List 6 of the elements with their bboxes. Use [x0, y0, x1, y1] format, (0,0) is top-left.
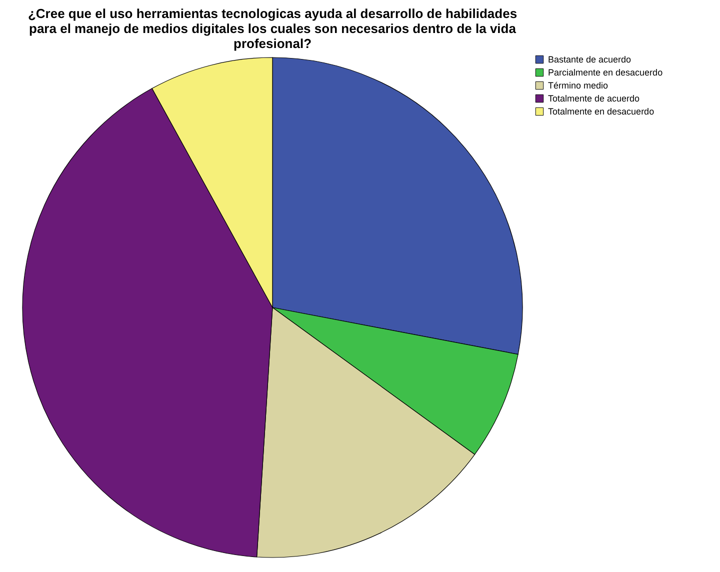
legend-label: Parcialmente en desacuerdo	[548, 68, 663, 78]
chart-title: ¿Cree que el uso herramientas tecnologicas ayuda al desarrollo de habilidades para el manejo de medios digitales los cuales son necesarios dentro de la vida profesional?	[28, 6, 518, 51]
legend-label: Término medio	[548, 80, 608, 90]
legend-label: Totalmente en desacuerdo	[548, 106, 654, 116]
legend-label: Totalmente de acuerdo	[548, 94, 640, 104]
legend-label: Bastante de acuerdo	[548, 54, 632, 64]
